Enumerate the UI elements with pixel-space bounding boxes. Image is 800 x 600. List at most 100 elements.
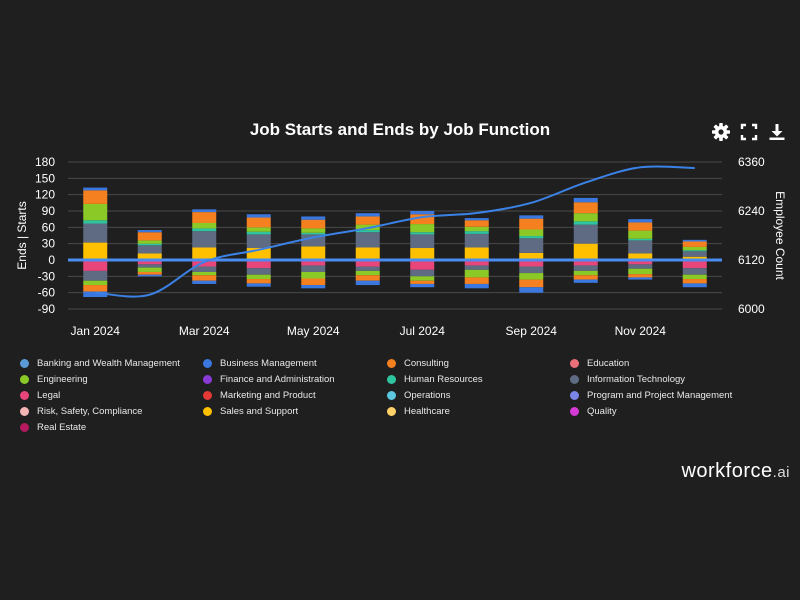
bar-segment-start (464, 231, 489, 234)
legend-item[interactable]: Banking and Wealth Management (20, 358, 180, 369)
bar-segment-end (301, 260, 326, 266)
bar-segment-end (573, 260, 598, 266)
bar-segment-start (301, 232, 326, 235)
legend-item[interactable]: Education (570, 358, 629, 369)
bar-segment-end (301, 278, 326, 286)
bar-segment-start (519, 218, 544, 230)
left-tick-label: 90 (42, 204, 56, 218)
legend-swatch (20, 375, 29, 384)
bar-segment-end (573, 265, 598, 271)
bar-segment-end (192, 280, 217, 284)
legend-label: Human Resources (404, 374, 483, 385)
fullscreen-icon (740, 123, 758, 141)
bar-segment-start (137, 240, 162, 244)
bar-segment-start (519, 252, 544, 260)
bar-segment-start (573, 202, 598, 214)
bar-segment-end (192, 275, 217, 281)
bar-segment-start (192, 231, 217, 248)
legend-item[interactable]: Business Management (203, 358, 317, 369)
bar-segment-end (464, 265, 489, 270)
fullscreen-button[interactable] (738, 121, 760, 143)
legend-swatch (387, 407, 396, 416)
bar-segment-start (192, 212, 217, 223)
legend-swatch (203, 375, 212, 384)
legend-item[interactable]: Finance and Administration (203, 374, 335, 385)
legend-swatch (203, 407, 212, 416)
bar-segment-start (410, 224, 435, 233)
legend-item[interactable]: Program and Project Management (570, 390, 732, 401)
legend-item[interactable]: Sales and Support (203, 406, 298, 417)
right-tick-label: 6120 (738, 253, 765, 267)
bar-segment-end (464, 283, 489, 289)
bar-segment-start (83, 203, 108, 221)
x-tick-label: Jan 2024 (71, 324, 121, 338)
bar-segment-start (83, 190, 108, 204)
legend-item[interactable]: Engineering (20, 374, 88, 385)
bar-segment-start (83, 242, 108, 260)
legend-swatch (570, 359, 579, 368)
legend-label: Information Technology (587, 374, 686, 385)
bar-segment-end (628, 277, 653, 280)
bar-segment-start (301, 246, 326, 260)
bar-segment-end (137, 267, 162, 272)
bar-segment-start (137, 253, 162, 260)
bar-segment-end (519, 260, 544, 267)
bar-segment-start (519, 229, 544, 237)
bar-segment-end (519, 279, 544, 288)
legend-item[interactable]: Human Resources (387, 374, 483, 385)
bar-segment-start (410, 214, 435, 225)
x-tick-label: Jul 2024 (400, 324, 446, 338)
legend-swatch (203, 391, 212, 400)
bar-segment-start (410, 234, 435, 249)
legend-label: Sales and Support (220, 406, 299, 417)
bar-segment-start (192, 228, 217, 232)
bar-segment-end (83, 270, 108, 281)
bar-segment-end (246, 283, 271, 287)
bar-segment-end (682, 283, 707, 288)
bar-segment-start (464, 226, 489, 232)
bar-segment-start (410, 211, 435, 215)
bar-segment-start (573, 213, 598, 222)
legend-label: Finance and Administration (220, 374, 335, 385)
bar-segment-end (137, 271, 162, 275)
legend-label: Education (587, 358, 630, 369)
legend-item[interactable]: Quality (570, 406, 617, 417)
bar-segment-start (355, 232, 380, 248)
bar-segment-end (628, 264, 653, 269)
bar-layer (83, 187, 707, 298)
bar-segment-start (628, 238, 653, 241)
legend-item[interactable]: Marketing and Product (203, 390, 316, 401)
legend-item[interactable]: Risk, Safety, Compliance (20, 406, 142, 417)
bar-segment-start (301, 228, 326, 233)
bar-segment-end (301, 285, 326, 289)
x-tick-label: Nov 2024 (615, 324, 667, 338)
bar-segment-end (355, 260, 380, 267)
legend-item[interactable]: Healthcare (387, 406, 450, 417)
bar-segment-end (573, 279, 598, 283)
bar-segment-start (355, 213, 380, 217)
bar-segment-start (628, 230, 653, 239)
left-tick-label: -30 (38, 269, 56, 283)
bar-segment-end (573, 275, 598, 280)
left-tick-label: 120 (35, 188, 55, 202)
bar-segment-end (83, 260, 108, 271)
settings-button[interactable] (710, 121, 732, 143)
legend-item[interactable]: Information Technology (570, 374, 685, 385)
bar-segment-start (410, 232, 435, 235)
legend-item[interactable]: Real Estate (20, 422, 86, 433)
legend-item[interactable]: Consulting (387, 358, 449, 369)
bar-segment-start (464, 233, 489, 248)
download-icon (769, 124, 785, 140)
bar-segment-start (464, 218, 489, 221)
bar-segment-end (682, 274, 707, 280)
legend-swatch (20, 407, 29, 416)
legend-item[interactable]: Operations (387, 390, 450, 401)
bar-segment-end (628, 268, 653, 275)
legend-label: Real Estate (37, 422, 87, 433)
bar-segment-end (410, 280, 435, 284)
download-button[interactable] (766, 121, 788, 143)
bar-segment-start (246, 217, 271, 228)
employee-count-line (95, 165, 695, 298)
legend-item[interactable]: Legal (20, 390, 60, 401)
